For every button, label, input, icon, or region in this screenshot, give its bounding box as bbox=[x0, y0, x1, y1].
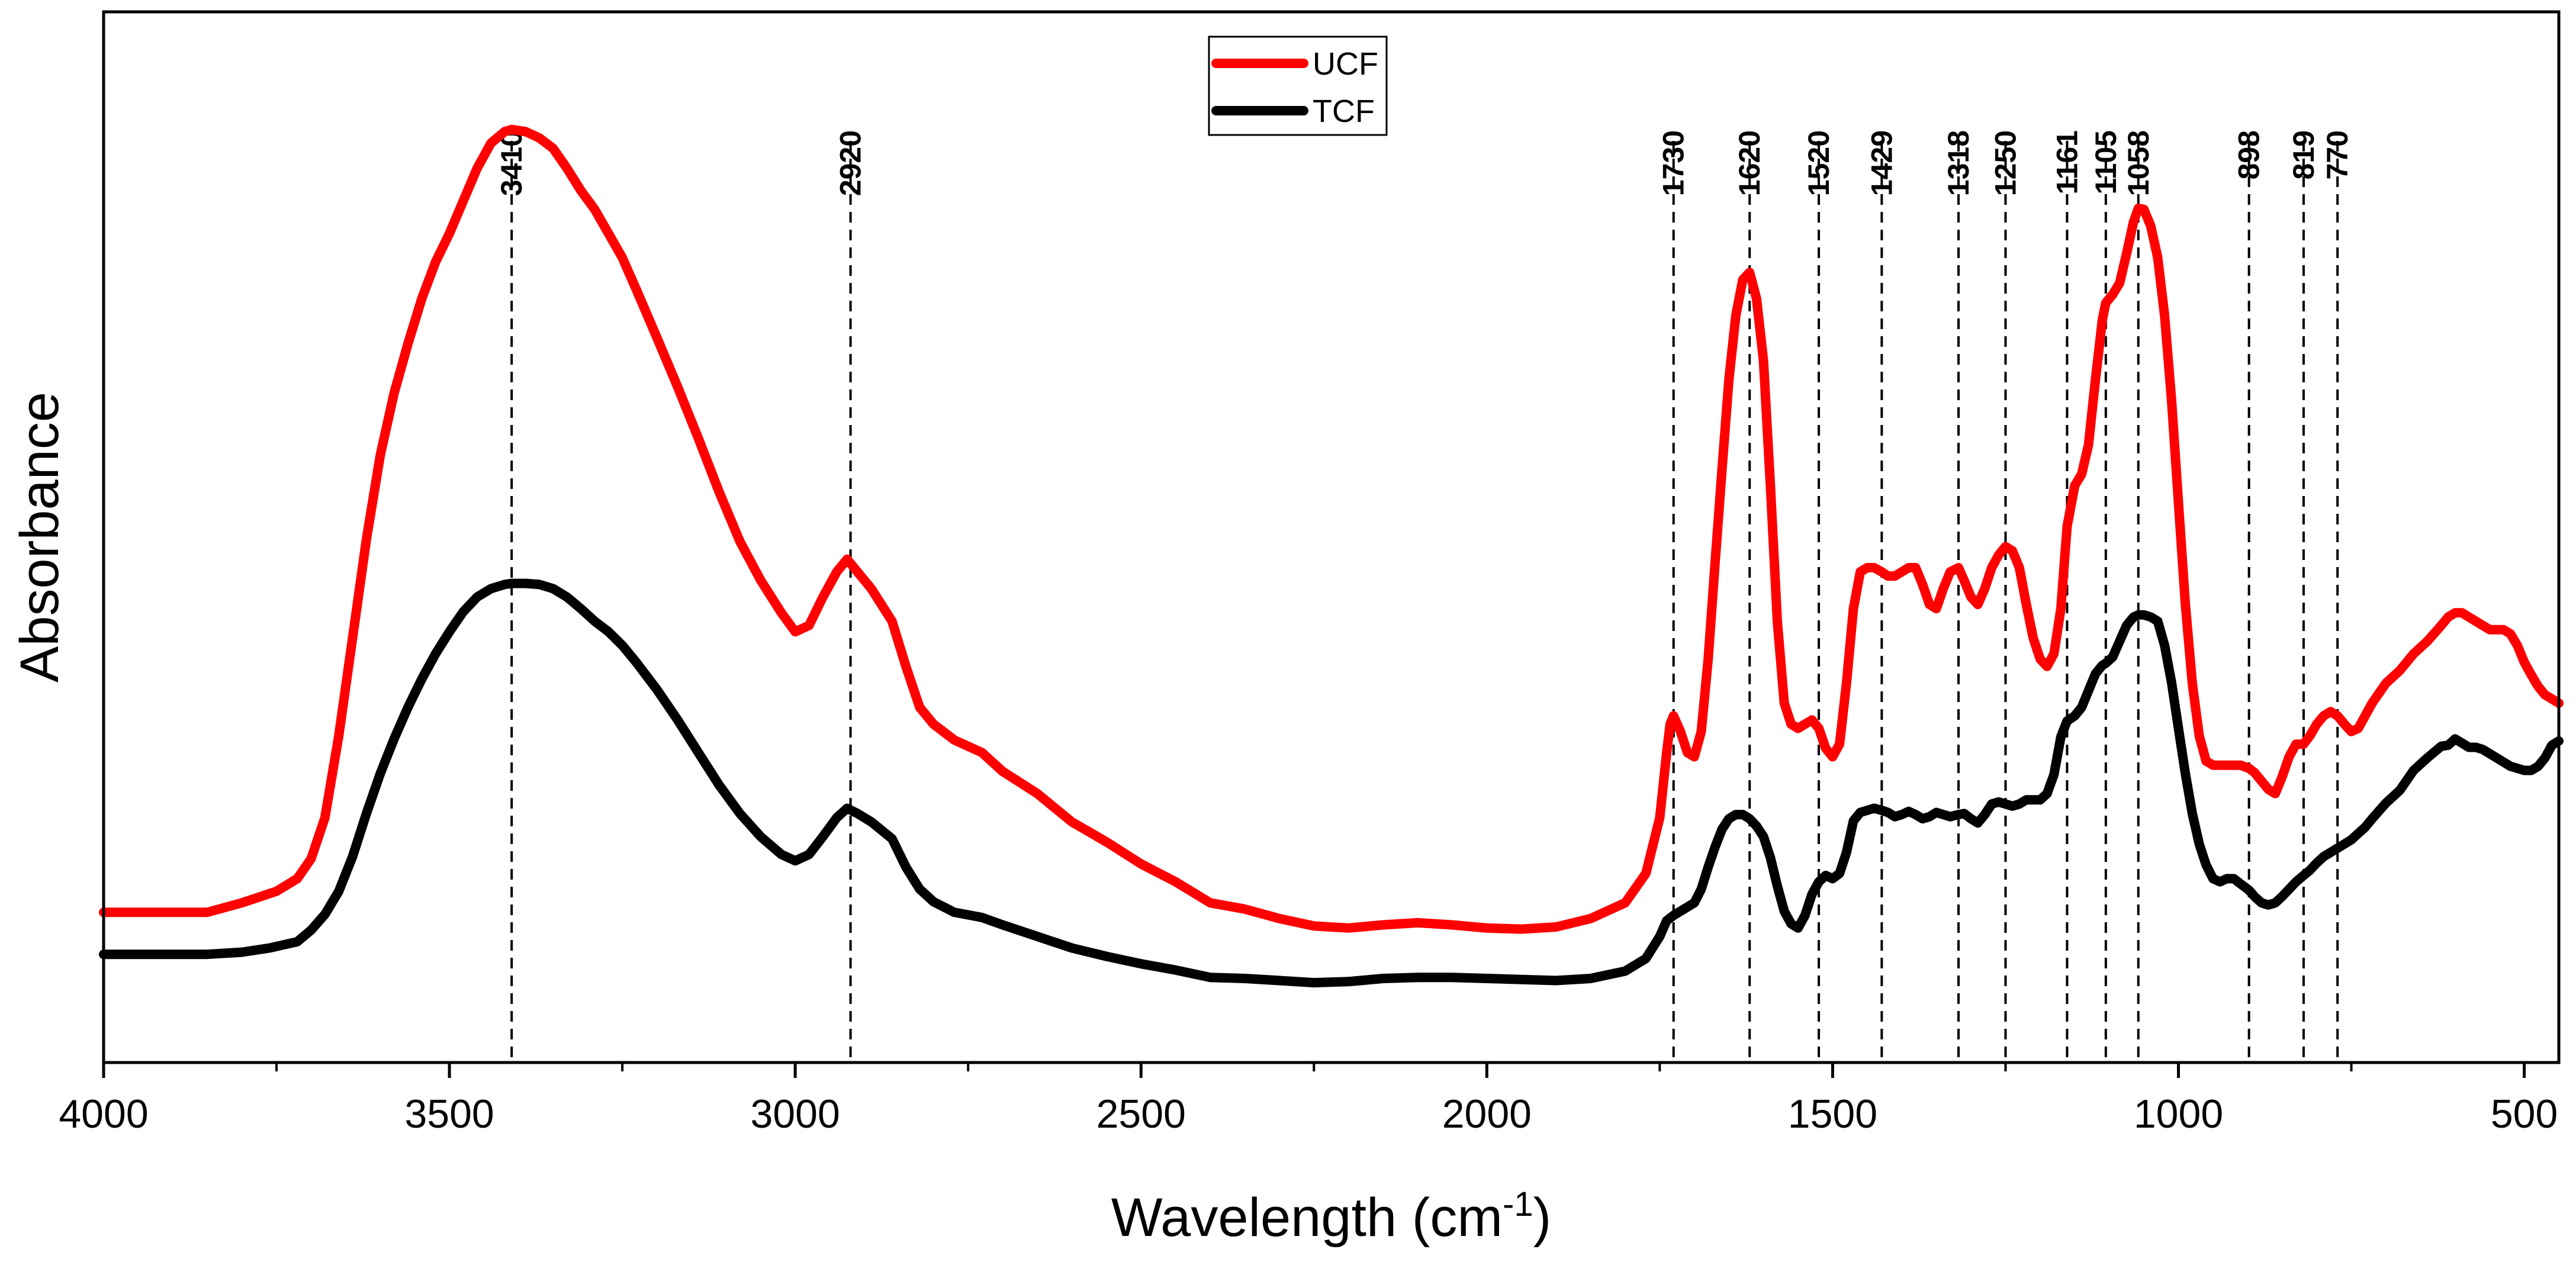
peak-label: 2920 bbox=[834, 130, 867, 196]
legend-box bbox=[1208, 36, 1388, 136]
peak-label: 1058 bbox=[2122, 130, 2155, 196]
x-axis-label-close: ) bbox=[1533, 1187, 1552, 1248]
peak-label: 1520 bbox=[1802, 130, 1835, 196]
legend: UCF TCF bbox=[1208, 36, 1388, 136]
x-tick-label: 2000 bbox=[1442, 1092, 1532, 1137]
legend-label-ucf: UCF bbox=[1313, 46, 1378, 82]
peak-label: 819 bbox=[2287, 130, 2320, 179]
x-tick-label: 2500 bbox=[1096, 1092, 1186, 1137]
peak-label: 1250 bbox=[1989, 130, 2022, 196]
x-tick-label: 1000 bbox=[2134, 1092, 2223, 1137]
x-tick-label: 4000 bbox=[59, 1092, 148, 1137]
x-axis-label-superscript: -1 bbox=[1503, 1185, 1533, 1224]
peak-label: 1730 bbox=[1657, 130, 1690, 196]
peak-markers: 3410 2920 1730 1620 1520 1429 1318 1250 1161 1105… bbox=[495, 130, 2354, 1063]
peak-label: 1429 bbox=[1865, 130, 1898, 196]
x-axis-label: Wavelength (cm-1) bbox=[1111, 1185, 1551, 1248]
peak-label: 1161 bbox=[2050, 130, 2083, 194]
x-tick-label: 3000 bbox=[751, 1092, 840, 1137]
x-axis-label-main: Wavelength (cm bbox=[1111, 1187, 1503, 1248]
plot-frame bbox=[102, 10, 2561, 1064]
peak-label: 1318 bbox=[1942, 130, 1975, 196]
x-tick-label: 1500 bbox=[1788, 1092, 1877, 1137]
x-tick-label: 500 bbox=[2491, 1092, 2558, 1137]
peak-label: 1105 bbox=[2089, 130, 2122, 194]
peak-label: 898 bbox=[2233, 130, 2266, 179]
x-tick-label: 3500 bbox=[404, 1092, 494, 1137]
x-axis-ticks: 4000 3500 3000 2500 2000 1500 1000 500 bbox=[59, 1063, 2558, 1137]
legend-label-tcf: TCF bbox=[1313, 94, 1375, 129]
series-line-ucf bbox=[99, 124, 2564, 934]
peak-label: 1620 bbox=[1733, 130, 1766, 196]
series-line-tcf bbox=[99, 578, 2564, 988]
peak-label: 770 bbox=[2321, 130, 2354, 179]
y-axis-label: Absorbance bbox=[9, 392, 70, 682]
series-layer bbox=[99, 124, 2564, 988]
